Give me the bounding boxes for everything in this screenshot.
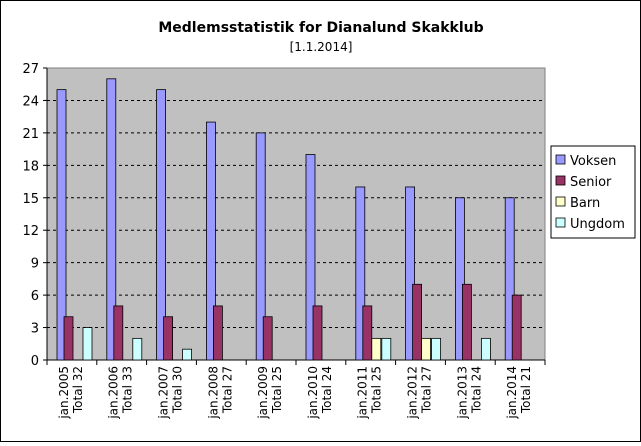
bar-senior xyxy=(362,305,373,361)
x-category-label: jan.2009 xyxy=(256,366,270,420)
x-category-label: Total 27 xyxy=(220,366,234,414)
x-category-label: jan.2008 xyxy=(206,366,220,420)
bar-barn xyxy=(371,337,382,361)
y-tick-label: 24 xyxy=(22,94,39,109)
bar-ungdom xyxy=(431,337,442,361)
x-category-label: jan.2012 xyxy=(406,366,420,420)
bar-senior xyxy=(412,283,423,361)
bar-senior xyxy=(262,316,273,361)
bar-ungdom xyxy=(82,327,93,361)
y-tick-label: 27 xyxy=(22,62,39,77)
bar-voksen xyxy=(355,186,366,361)
x-category-label: Total 24 xyxy=(469,366,483,414)
y-tick-label: 6 xyxy=(31,289,39,304)
bar-voksen xyxy=(305,154,316,361)
x-category-label: jan.2010 xyxy=(306,366,320,420)
bar-senior xyxy=(63,316,74,361)
y-tick-label: 15 xyxy=(22,192,39,207)
legend-label-senior: Senior xyxy=(570,175,612,190)
x-category-label: jan.2013 xyxy=(455,366,469,420)
chart-title: Medlemsstatistik for Dianalund Skakklub xyxy=(158,20,483,36)
y-tick-label: 12 xyxy=(22,224,39,239)
chart-subtitle: [1.1.2014] xyxy=(290,40,353,54)
legend-swatch-barn xyxy=(555,196,566,207)
bar-ungdom xyxy=(132,337,143,361)
x-category-label: jan.2011 xyxy=(356,366,370,420)
bar-voksen xyxy=(255,132,266,361)
x-category-label: Total 25 xyxy=(270,366,284,414)
x-category-label: Total 24 xyxy=(320,366,334,414)
x-category-label: jan.2007 xyxy=(157,366,171,420)
bar-senior xyxy=(113,305,124,361)
bar-voksen xyxy=(405,186,416,361)
y-tick-label: 21 xyxy=(22,127,39,142)
bar-voksen xyxy=(56,89,67,361)
y-tick-label: 3 xyxy=(31,322,39,337)
bar-barn xyxy=(421,337,432,361)
bar-ungdom xyxy=(480,337,491,361)
bar-voksen xyxy=(156,89,167,361)
x-category-label: Total 30 xyxy=(171,366,185,414)
legend-label-ungdom: Ungdom xyxy=(570,217,625,232)
legend-swatch-ungdom xyxy=(555,217,566,228)
bar-voksen xyxy=(504,197,515,361)
y-tick-label: 9 xyxy=(31,257,39,272)
bar-ungdom xyxy=(381,337,392,361)
y-tick-label: 0 xyxy=(31,354,39,369)
bar-senior xyxy=(312,305,323,361)
bar-senior xyxy=(212,305,223,361)
bar-senior xyxy=(461,283,472,361)
x-category-label: Total 33 xyxy=(121,366,135,414)
x-category-label: Total 32 xyxy=(71,366,85,414)
y-tick-label: 18 xyxy=(22,159,39,174)
legend-swatch-senior xyxy=(555,175,566,186)
legend-label-voksen: Voksen xyxy=(570,154,616,169)
bar-voksen xyxy=(106,78,117,361)
x-category-label: Total 25 xyxy=(370,366,384,414)
legend-swatch-voksen xyxy=(555,154,566,165)
bar-ungdom xyxy=(182,348,193,361)
x-category-label: jan.2006 xyxy=(107,366,121,420)
x-category-label: Total 21 xyxy=(519,366,533,414)
x-category-label: jan.2005 xyxy=(57,366,71,420)
legend-label-barn: Barn xyxy=(570,196,600,211)
x-category-label: Total 27 xyxy=(420,366,434,414)
bar-senior xyxy=(163,316,174,361)
bar-senior xyxy=(511,294,522,361)
x-category-label: jan.2014 xyxy=(505,366,519,420)
bar-voksen xyxy=(205,121,216,361)
bar-voksen xyxy=(454,197,465,361)
